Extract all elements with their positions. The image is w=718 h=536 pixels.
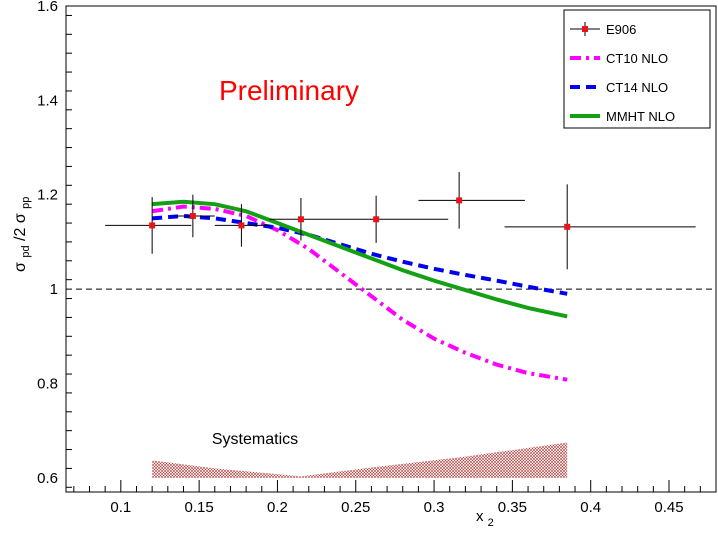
data-point-6 [418,172,525,229]
marker [189,212,196,219]
y-tick-label: 1.6 [37,0,58,15]
y-tick-label: 1.4 [37,92,58,109]
y-tick-label: 1 [50,281,58,298]
x-tick-label: 0.35 [498,499,527,516]
legend-label: MMHT NLO [606,109,675,124]
marker [149,222,156,229]
y-axis-label-mid: /2 [12,228,29,241]
axis-ticks-group: 0.1 0.15 0.2 0.25 0.3 0.35 0.4 0.45 0.6 0.8 1 1.2 1.… [37,0,701,516]
x-tick-label: 0.45 [654,499,683,516]
y-tick-label: 0.6 [37,470,58,487]
data-point-2 [175,194,215,238]
preliminary-annotation: Preliminary [219,75,359,106]
x-tick-label: 0.2 [267,499,288,516]
y-tick-label: 1.2 [37,187,58,204]
series-line-mmht-nlo [151,199,568,319]
legend-label: E906 [606,22,636,37]
series-line-ct10-nlo [151,204,568,382]
x-tick-label: 0.1 [110,499,131,516]
legend-marker [582,26,588,32]
legend-label: CT14 NLO [606,80,668,95]
data-point-1 [105,197,192,254]
marker [297,216,304,223]
legend-box [563,9,711,129]
y-axis-label-sub1: pd [20,245,32,257]
marker [564,223,571,230]
x-axis-label-main: x [476,508,484,525]
y-tick-label: 0.8 [37,375,58,392]
data-point-3 [214,204,270,247]
data-point-4 [269,198,348,241]
legend-entry-e906: E906 [570,22,636,37]
y-axis-label: σ pd /2 σ pp [12,197,33,272]
x-axis-label: x 2 [476,508,494,529]
marker [238,222,245,229]
y-axis-label-sym2: σ [12,213,29,223]
legend-entry-mmht-nlo: MMHT NLO [570,109,675,124]
x-tick-label: 0.15 [185,499,214,516]
x-tick-label: 0.25 [341,499,370,516]
marker [456,197,463,204]
data-point-7 [504,184,696,270]
systematics-band-group [152,442,568,478]
y-axis-label-sub2: pp [20,197,32,209]
legend-entry-ct14-nlo: CT14 NLO [570,80,668,95]
x-tick-label: 0.3 [424,499,445,516]
systematics-label: Systematics [212,431,298,448]
plot-frame [65,5,717,493]
y-axis-label-sym1: σ [12,262,29,272]
series-line-ct14-nlo [151,213,568,296]
systematics-band [152,442,568,478]
marker [373,216,380,223]
series-lines-group [151,199,568,382]
legend: E906 CT10 NLO CT14 NLO MMHT NLO [563,9,711,129]
x-axis-label-sub: 2 [488,517,494,529]
data-points-group [105,172,696,270]
legend-label: CT10 NLO [606,51,668,66]
legend-entry-ct10-nlo: CT10 NLO [570,51,668,66]
x-tick-label: 0.4 [580,499,601,516]
data-point-5 [347,195,449,243]
